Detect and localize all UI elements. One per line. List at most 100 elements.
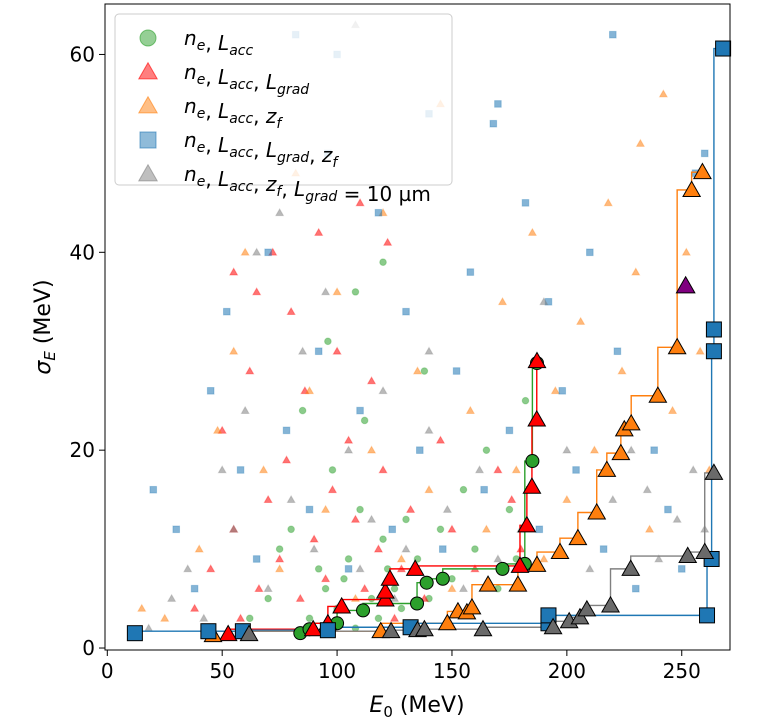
pareto-point-circle — [495, 561, 510, 576]
data-point-triangle — [424, 484, 434, 494]
data-point-circle — [374, 614, 383, 623]
data-point-square — [586, 248, 594, 257]
legend-label: ne, Lacc, zf — [184, 94, 283, 132]
data-point-triangle — [274, 554, 285, 563]
pareto-point-circle — [410, 596, 425, 611]
data-point-square — [521, 199, 530, 207]
data-point-circle — [298, 406, 307, 415]
data-point-triangle — [359, 583, 370, 593]
data-point-triangle — [366, 376, 377, 385]
data-point-triangle — [658, 89, 669, 98]
data-point-circle — [314, 565, 323, 573]
data-point-triangle — [229, 346, 239, 355]
data-point-triangle — [144, 623, 154, 632]
pareto-step-line — [248, 472, 714, 635]
data-point-triangle — [217, 465, 227, 474]
data-point-triangle — [539, 554, 549, 563]
data-point-triangle — [274, 207, 285, 217]
legend-label: ne, Lacc, zf, Lgrad = 10 µm — [184, 162, 431, 206]
data-point-triangle — [562, 445, 572, 454]
data-point-triangle — [355, 564, 365, 573]
data-point-circle — [351, 288, 360, 296]
data-point-triangle — [589, 445, 600, 454]
data-point-square — [264, 248, 272, 257]
pareto-point-triangle — [473, 619, 493, 637]
data-point-triangle — [240, 247, 250, 256]
data-point-triangle — [493, 554, 503, 563]
data-point-square — [572, 466, 580, 474]
highlight-point — [675, 275, 696, 294]
pareto-point-triangle — [692, 162, 712, 180]
data-point-square — [388, 525, 397, 534]
pareto-point-triangle — [601, 595, 621, 613]
data-point-triangle — [258, 465, 269, 474]
y-tick-label: 20 — [70, 438, 95, 462]
data-point-triangle — [229, 267, 239, 276]
data-point-triangle — [626, 445, 636, 454]
data-point-triangle — [389, 613, 400, 622]
data-point-triangle — [160, 613, 170, 622]
data-point-triangle — [355, 198, 365, 207]
data-point-square — [305, 505, 314, 514]
data-point-square — [438, 545, 447, 553]
data-point-square — [452, 367, 461, 375]
data-point-circle — [436, 525, 445, 534]
data-point-square — [374, 208, 383, 217]
data-point-square — [282, 426, 291, 435]
y-tick-label: 0 — [82, 636, 95, 660]
pareto-point-triangle — [522, 477, 542, 494]
data-point-square — [190, 584, 199, 593]
data-point-square — [222, 307, 231, 316]
x-tick-label: 200 — [548, 659, 586, 683]
data-point-circle — [356, 505, 364, 514]
data-point-triangle — [550, 386, 561, 395]
data-point-square — [677, 565, 686, 573]
data-point-triangle — [396, 554, 407, 563]
pareto-point-square — [699, 607, 716, 624]
data-point-square — [489, 119, 498, 128]
data-point-triangle — [251, 287, 262, 296]
data-point-circle — [420, 367, 429, 375]
pareto-point-triangle — [577, 599, 597, 617]
pareto-point-triangle — [517, 515, 537, 533]
data-point-triangle — [511, 465, 521, 474]
data-point-triangle — [350, 514, 361, 523]
pareto-point-triangle — [478, 575, 498, 592]
pareto-point-triangle — [405, 559, 425, 576]
legend-box — [114, 13, 453, 186]
data-point-triangle — [350, 593, 361, 602]
pareto-point-square — [705, 321, 722, 338]
data-point-triangle — [412, 366, 423, 375]
data-point-triangle — [424, 346, 434, 355]
data-point-square — [700, 149, 709, 158]
data-point-triangle — [245, 366, 255, 375]
data-point-square — [609, 30, 617, 39]
data-point-triangle — [435, 435, 446, 444]
y-tick-label: 40 — [70, 240, 95, 264]
data-point-triangle — [562, 494, 572, 503]
pareto-point-triangle — [621, 413, 641, 431]
data-point-square — [356, 406, 364, 415]
data-point-triangle — [378, 386, 388, 395]
data-point-triangle — [493, 465, 503, 474]
data-point-triangle — [229, 524, 239, 533]
data-point-circle — [340, 574, 348, 583]
x-axis-label: E0 (MeV) — [369, 693, 464, 721]
data-point-triangle — [281, 455, 292, 464]
data-point-triangle — [343, 445, 354, 454]
plot-frame — [104, 3, 731, 651]
pareto-step-line — [299, 362, 537, 634]
data-point-triangle — [688, 465, 698, 474]
data-point-triangle — [631, 267, 641, 276]
data-point-triangle — [263, 583, 273, 593]
data-point-triangle — [447, 524, 457, 533]
pareto-point-triangle — [621, 559, 641, 576]
data-point-circle — [264, 594, 272, 603]
data-point-triangle — [481, 524, 492, 533]
pareto-point-square — [715, 40, 732, 57]
data-point-circle — [521, 396, 530, 405]
pareto-point-triangle — [611, 443, 631, 461]
legend-marker-triangle — [137, 163, 159, 182]
data-point-triangle — [212, 425, 223, 434]
data-point-triangle — [401, 544, 411, 553]
